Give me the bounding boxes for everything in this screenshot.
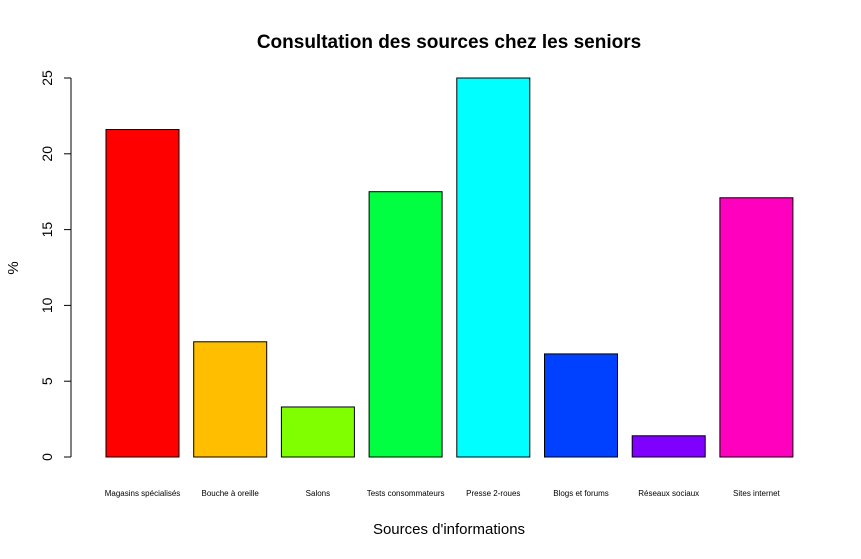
category-labels: Magasins spécialisés Bouche à oreille Salo… bbox=[105, 489, 781, 498]
x-category-label: Sites internet bbox=[733, 489, 780, 498]
y-tick-label: 15 bbox=[39, 222, 55, 238]
y-tick-label: 5 bbox=[39, 377, 55, 385]
chart-title: Consultation des sources chez les senior… bbox=[257, 32, 641, 53]
bar bbox=[544, 353, 618, 458]
x-category-label: Magasins spécialisés bbox=[105, 489, 181, 498]
x-category-label: Bouche à oreille bbox=[202, 489, 260, 498]
x-category-label: Tests consommateurs bbox=[367, 489, 445, 498]
x-category-label: Presse 2-roues bbox=[466, 489, 520, 498]
y-tick-label: 0 bbox=[39, 453, 55, 461]
bar bbox=[631, 435, 706, 458]
bar bbox=[105, 129, 180, 458]
bar bbox=[368, 191, 443, 458]
y-tick-label: 25 bbox=[39, 70, 55, 86]
bar bbox=[280, 406, 355, 458]
y-tick-label: 10 bbox=[39, 297, 55, 313]
bar bbox=[456, 77, 531, 458]
y-axis-title: % bbox=[5, 261, 22, 274]
x-category-label: Salons bbox=[306, 489, 330, 498]
x-axis-title: Sources d'informations bbox=[373, 521, 525, 538]
bar bbox=[193, 341, 268, 458]
y-tick-label: 20 bbox=[39, 146, 55, 162]
x-category-label: Blogs et forums bbox=[553, 489, 609, 498]
x-category-label: Réseaux sociaux bbox=[638, 489, 699, 498]
bars bbox=[105, 77, 794, 458]
bar bbox=[719, 197, 794, 458]
y-axis: 0 5 10 15 20 25 bbox=[39, 70, 72, 461]
